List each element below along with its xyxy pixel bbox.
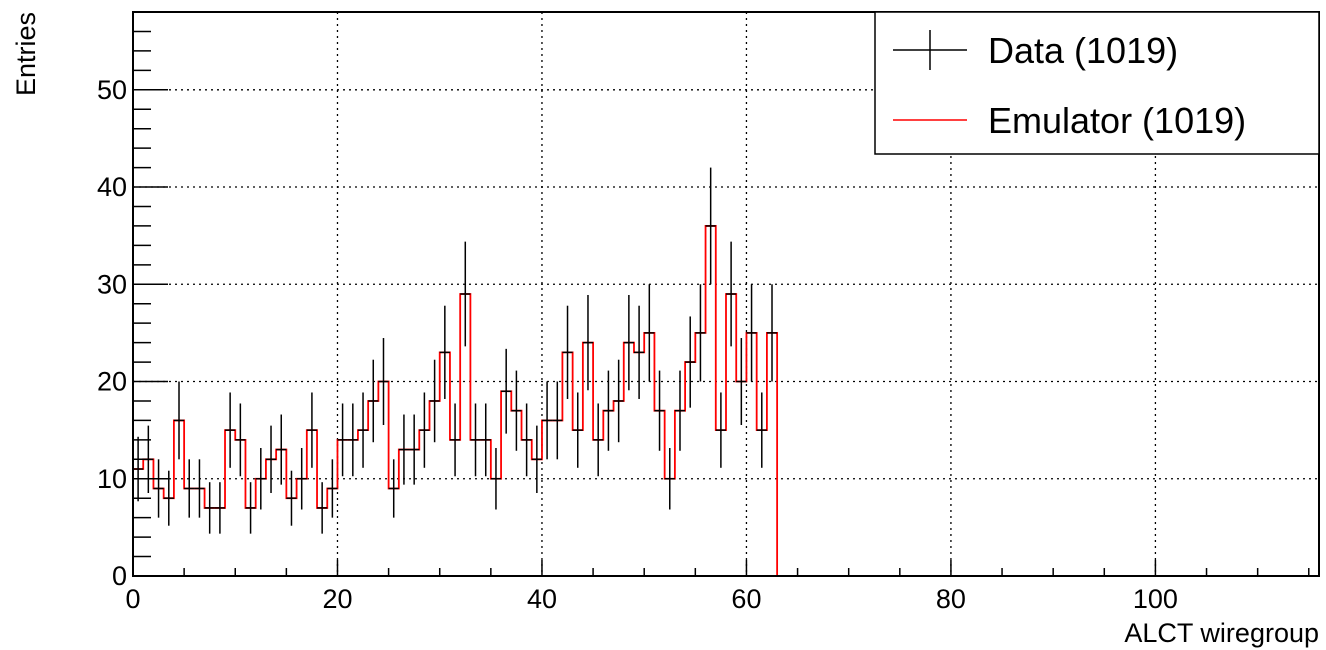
- data-point: [317, 482, 328, 534]
- data-point: [511, 370, 522, 451]
- data-point: [460, 241, 471, 347]
- data-point: [327, 459, 338, 518]
- x-tick-label: 80: [936, 584, 966, 614]
- x-tick-label: 20: [322, 584, 352, 614]
- data-point: [306, 392, 318, 468]
- y-tick-label: 20: [97, 367, 127, 397]
- data-point: [225, 392, 236, 468]
- data-point: [153, 459, 164, 518]
- x-tick-label: 100: [1133, 584, 1178, 614]
- data-point: [582, 294, 594, 391]
- data-point: [674, 370, 686, 451]
- data-point: [449, 403, 461, 477]
- data-point: [756, 392, 767, 468]
- data-point: [695, 284, 706, 382]
- data-point: [633, 305, 645, 399]
- data-point: [409, 414, 420, 485]
- data-point: [726, 241, 737, 347]
- grid-lines: [133, 12, 1319, 576]
- data-point: [235, 403, 246, 477]
- data-point: [766, 284, 778, 382]
- data-point: [265, 425, 277, 493]
- data-point: [715, 392, 726, 468]
- plot-frame: [132, 11, 1320, 577]
- data-point: [296, 448, 307, 510]
- data-point: [378, 338, 389, 426]
- x-tick-label: 60: [731, 584, 761, 614]
- data-point: [429, 359, 440, 443]
- data-point: [204, 482, 215, 534]
- data-point: [214, 482, 226, 534]
- data-point: [133, 436, 144, 502]
- data-point: [541, 381, 553, 460]
- data-point: [419, 392, 430, 468]
- y-axis-label: Entries: [11, 12, 41, 96]
- data-point: [388, 459, 399, 518]
- data-point: [480, 403, 491, 477]
- data-point: [552, 381, 563, 460]
- data-point: [194, 459, 205, 518]
- data-point: [398, 414, 410, 485]
- data-point: [613, 359, 624, 443]
- data-point: [245, 482, 256, 534]
- legend-box: [874, 11, 1320, 155]
- data-point: [685, 316, 696, 408]
- x-axis-label: ALCT wiregroup: [1124, 618, 1319, 648]
- data-point: [705, 167, 716, 285]
- data-point: [654, 370, 665, 451]
- data-point: [572, 392, 583, 468]
- data-point: [603, 370, 614, 451]
- data-point: [368, 359, 379, 443]
- data-point: [357, 392, 369, 468]
- data-series: [133, 167, 778, 534]
- data-point: [501, 348, 512, 434]
- data-point: [521, 403, 532, 477]
- legend: Data (1019) Emulator (1019): [874, 11, 1320, 155]
- x-tick-label: 0: [125, 584, 140, 614]
- data-point: [286, 470, 297, 526]
- data-point: [439, 305, 450, 399]
- data-point: [255, 448, 266, 510]
- data-point: [664, 448, 675, 510]
- data-point: [184, 459, 195, 518]
- axis-ticks: [132, 11, 1310, 577]
- legend-emulator-label: Emulator (1019): [988, 100, 1246, 141]
- y-tick-label: 10: [97, 464, 127, 494]
- y-tick-label: 30: [97, 269, 127, 299]
- data-point: [347, 403, 358, 477]
- data-point: [531, 425, 542, 493]
- data-point: [746, 284, 757, 382]
- data-point: [163, 470, 174, 526]
- y-tick-label: 50: [97, 75, 127, 105]
- data-point: [644, 284, 655, 382]
- y-tick-label: 40: [97, 172, 127, 202]
- data-point: [562, 305, 573, 399]
- x-tick-label: 40: [527, 584, 557, 614]
- data-point: [337, 403, 348, 477]
- legend-data-label: Data (1019): [988, 30, 1178, 71]
- data-point: [276, 414, 287, 485]
- data-point: [490, 448, 502, 510]
- y-tick-label: 0: [112, 561, 127, 591]
- tick-labels: 0 20 40 60 80 100 0 10 20 30 40 50: [97, 75, 1178, 614]
- data-point: [593, 403, 604, 477]
- data-point: [173, 381, 185, 460]
- data-point: [736, 338, 747, 426]
- data-point: [470, 403, 481, 477]
- data-point: [623, 294, 634, 391]
